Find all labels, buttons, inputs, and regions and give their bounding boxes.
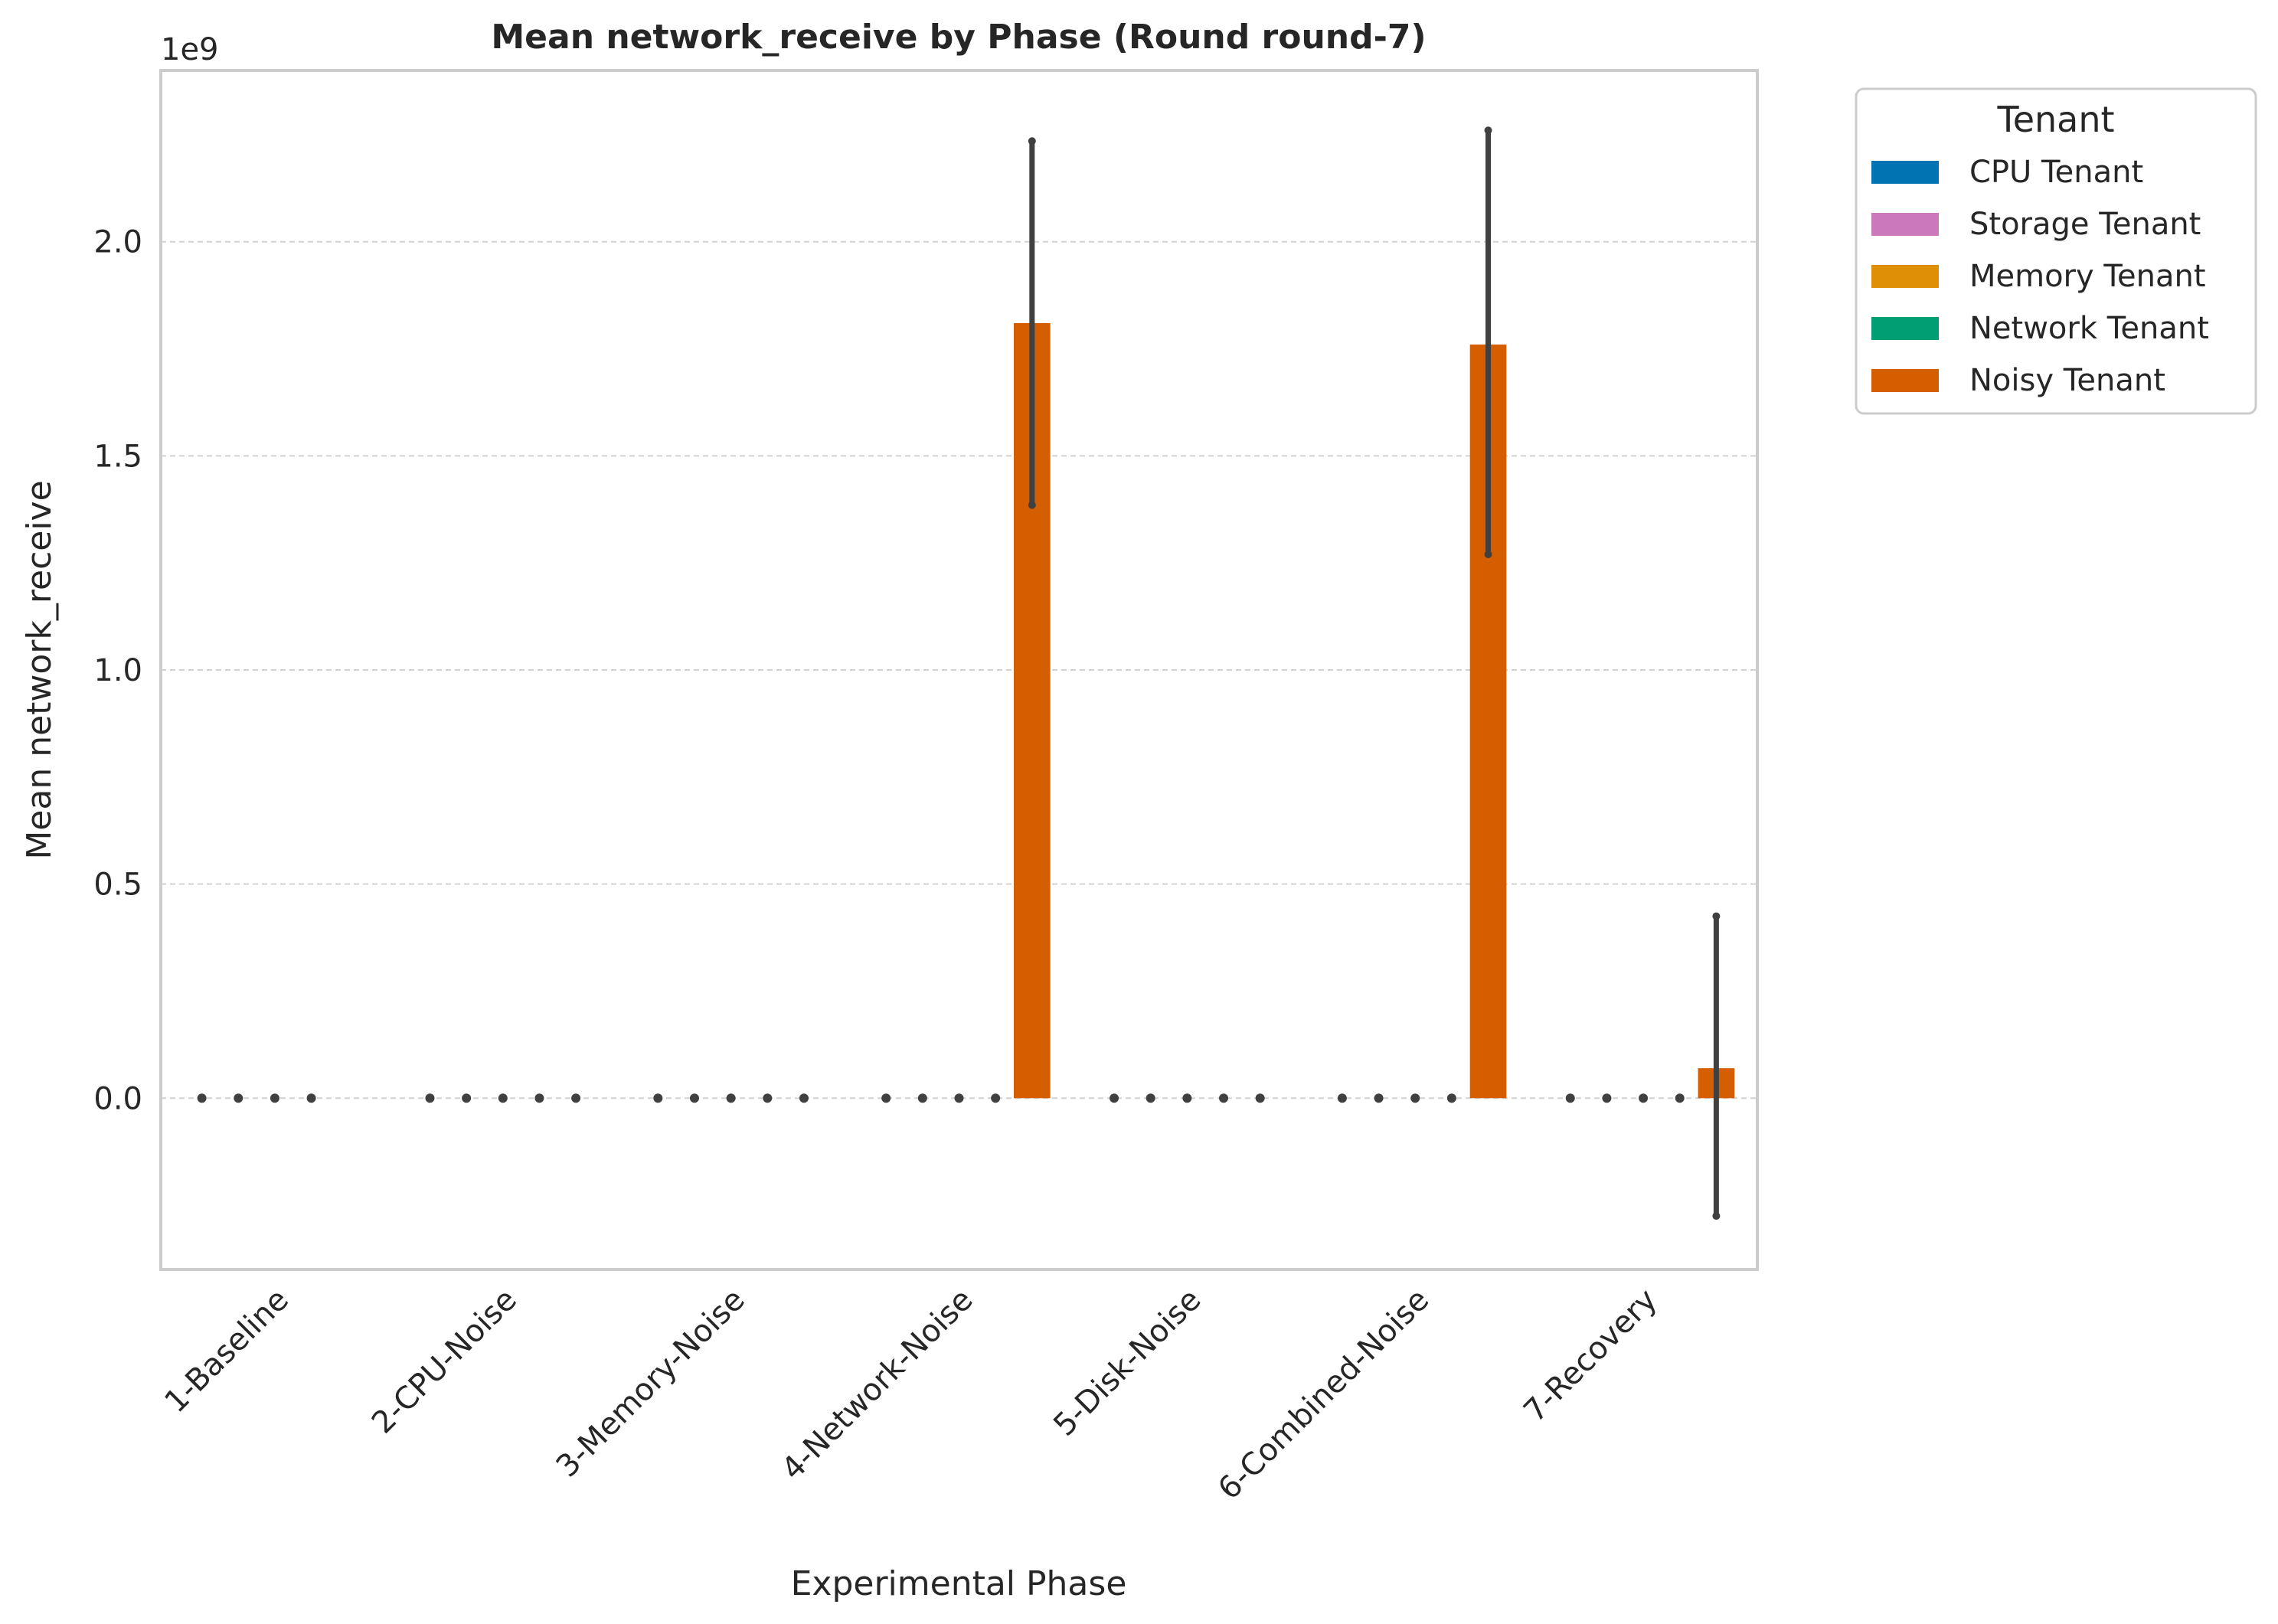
error-bar-point bbox=[1446, 1093, 1456, 1103]
error-bar-cap bbox=[1028, 501, 1036, 509]
legend-swatch bbox=[1871, 369, 1939, 392]
error-bar-point bbox=[425, 1093, 435, 1103]
error-bar-point bbox=[571, 1093, 581, 1103]
error-bar-point bbox=[653, 1093, 663, 1103]
chart-title: Mean network_receive by Phase (Round rou… bbox=[491, 18, 1426, 57]
error-bar-point bbox=[270, 1093, 279, 1103]
error-bar-point bbox=[917, 1093, 927, 1103]
x-tick-label: 6-Combined-Noise bbox=[1211, 1283, 1436, 1507]
error-bar-point bbox=[1374, 1093, 1384, 1103]
error-bar-cap bbox=[1712, 912, 1721, 920]
legend-label: Storage Tenant bbox=[1969, 207, 2201, 242]
legend-swatch bbox=[1871, 265, 1939, 288]
error-bar-point bbox=[991, 1093, 1001, 1103]
x-tick-label: 5-Disk-Noise bbox=[1047, 1283, 1208, 1443]
error-bar-point bbox=[1565, 1093, 1575, 1103]
x-tick-label: 7-Recovery bbox=[1517, 1283, 1664, 1430]
error-bar-point bbox=[1410, 1093, 1420, 1103]
error-bar-point bbox=[1602, 1093, 1612, 1103]
y-axis-offset-label: 1e9 bbox=[161, 32, 219, 67]
legend: Tenant CPU Tenant Storage Tenant Memory Te… bbox=[1855, 87, 2257, 415]
legend-label: Noisy Tenant bbox=[1969, 363, 2165, 398]
error-bar-point bbox=[1675, 1093, 1685, 1103]
x-tick-label: 4-Network-Noise bbox=[775, 1283, 979, 1487]
legend-label: Network Tenant bbox=[1969, 311, 2209, 346]
error-bar-cap bbox=[1712, 1212, 1721, 1220]
error-bar-point bbox=[1255, 1093, 1265, 1103]
error-bar-point bbox=[1182, 1093, 1192, 1103]
legend-items: CPU Tenant Storage Tenant Memory Tenant Net… bbox=[1871, 155, 2209, 398]
plot-area-frame bbox=[159, 69, 1759, 1271]
error-bar-point bbox=[234, 1093, 243, 1103]
legend-title: Tenant bbox=[1996, 99, 2114, 140]
x-tick-label: 1-Baseline bbox=[158, 1283, 296, 1420]
y-tick-label: 1.0 bbox=[93, 653, 142, 688]
error-bar-cap bbox=[1484, 550, 1492, 558]
error-bar-point bbox=[881, 1093, 891, 1103]
y-tick-label: 2.0 bbox=[93, 225, 142, 260]
y-tick-label: 0.0 bbox=[93, 1081, 142, 1116]
error-bar-point bbox=[462, 1093, 472, 1103]
x-tick-label: 3-Memory-Noise bbox=[550, 1283, 752, 1485]
error-bar-point bbox=[954, 1093, 964, 1103]
error-bar-point bbox=[498, 1093, 508, 1103]
bars bbox=[1013, 322, 1735, 1099]
legend-label: CPU Tenant bbox=[1969, 155, 2143, 190]
legend-swatch bbox=[1871, 317, 1939, 340]
error-bar-point bbox=[1219, 1093, 1229, 1103]
y-tick-label: 1.5 bbox=[93, 439, 142, 474]
error-bar-point bbox=[306, 1093, 316, 1103]
legend-swatch bbox=[1871, 161, 1939, 184]
error-bars bbox=[197, 126, 1721, 1220]
x-axis-label: Experimental Phase bbox=[791, 1564, 1127, 1603]
error-bar-cap bbox=[1484, 126, 1492, 135]
error-bar-point bbox=[197, 1093, 207, 1103]
y-tick-label: 0.5 bbox=[93, 868, 142, 903]
error-bar-cap bbox=[1028, 137, 1036, 145]
error-bar-point bbox=[1639, 1093, 1649, 1103]
legend-frame bbox=[1855, 87, 2257, 415]
x-tick-label: 2-CPU-Noise bbox=[365, 1283, 524, 1441]
error-bar-point bbox=[1110, 1093, 1119, 1103]
error-bar-point bbox=[763, 1093, 773, 1103]
legend-label: Memory Tenant bbox=[1969, 259, 2206, 294]
legend-swatch bbox=[1871, 213, 1939, 236]
error-bar-point bbox=[726, 1093, 736, 1103]
y-axis-label: Mean network_receive bbox=[20, 480, 59, 859]
y-tick-labels: 0.0 0.5 1.0 1.5 2.0 bbox=[93, 225, 142, 1117]
error-bar-point bbox=[799, 1093, 809, 1103]
y-gridlines bbox=[161, 240, 1757, 1100]
error-bar-point bbox=[1337, 1093, 1347, 1103]
x-tick-labels: 1-Baseline 2-CPU-Noise 3-Memory-Noise 4-Net… bbox=[158, 1283, 1664, 1507]
error-bar-point bbox=[1146, 1093, 1155, 1103]
error-bar-point bbox=[534, 1093, 544, 1103]
error-bar-point bbox=[689, 1093, 699, 1103]
